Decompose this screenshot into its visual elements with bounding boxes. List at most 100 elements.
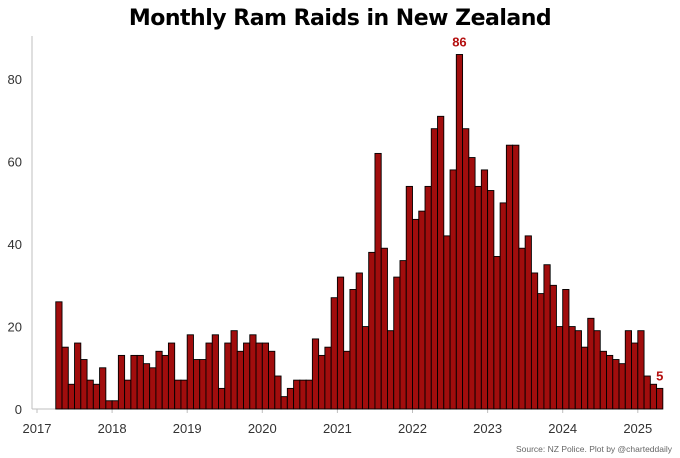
bar bbox=[637, 330, 645, 410]
bar bbox=[480, 169, 489, 410]
bar bbox=[61, 346, 69, 410]
bar bbox=[186, 334, 194, 410]
bar bbox=[86, 379, 94, 410]
bar bbox=[462, 128, 470, 410]
bar bbox=[606, 354, 614, 410]
bar bbox=[455, 54, 464, 410]
bar bbox=[149, 367, 157, 410]
bar bbox=[368, 251, 376, 410]
bar bbox=[399, 260, 407, 410]
bar bbox=[612, 359, 620, 410]
bar bbox=[474, 185, 482, 410]
bar bbox=[161, 354, 169, 410]
bar bbox=[280, 396, 288, 410]
bar bbox=[424, 185, 432, 410]
bar bbox=[487, 190, 495, 410]
bar bbox=[167, 342, 176, 410]
x-tick-label: 2020 bbox=[248, 421, 277, 436]
x-tick-label: 2019 bbox=[173, 421, 202, 436]
bar bbox=[124, 379, 132, 410]
bar bbox=[55, 301, 63, 410]
bar bbox=[255, 342, 263, 410]
bar bbox=[549, 284, 557, 410]
bar bbox=[599, 350, 607, 410]
x-tick-label: 2023 bbox=[473, 421, 502, 436]
bar bbox=[361, 326, 370, 410]
y-tick-label: 0 bbox=[15, 402, 22, 417]
bar bbox=[261, 342, 270, 410]
bar bbox=[581, 346, 589, 410]
bar bbox=[524, 235, 532, 410]
bar bbox=[568, 326, 576, 410]
x-tick-label: 2018 bbox=[98, 421, 127, 436]
bar bbox=[380, 247, 388, 410]
y-tick-label: 40 bbox=[8, 237, 22, 252]
bar bbox=[286, 387, 295, 410]
bar bbox=[449, 169, 457, 410]
bar bbox=[505, 144, 514, 410]
bar bbox=[624, 330, 632, 410]
data-label: 86 bbox=[452, 34, 466, 49]
bar bbox=[180, 379, 188, 410]
bar bbox=[387, 330, 395, 410]
bar bbox=[336, 276, 345, 410]
y-tick-label: 80 bbox=[8, 72, 22, 87]
bar bbox=[211, 334, 219, 410]
bar bbox=[67, 383, 76, 410]
data-label: 5 bbox=[656, 368, 663, 383]
bar bbox=[243, 342, 251, 410]
y-tick-label: 20 bbox=[8, 320, 22, 335]
bar bbox=[318, 354, 326, 410]
bar bbox=[530, 272, 539, 410]
bar bbox=[418, 210, 426, 410]
bar bbox=[193, 359, 201, 410]
bar bbox=[305, 379, 313, 410]
x-tick-label: 2025 bbox=[623, 421, 652, 436]
bar bbox=[230, 330, 238, 410]
bar bbox=[218, 387, 226, 410]
bar bbox=[205, 342, 213, 410]
bar bbox=[74, 342, 82, 410]
bar bbox=[618, 363, 626, 410]
bar bbox=[443, 235, 451, 410]
x-tick-label: 2021 bbox=[323, 421, 352, 436]
bar bbox=[142, 363, 151, 410]
bar bbox=[393, 276, 401, 410]
source-note: Source: NZ Police. Plot by @charteddaily bbox=[515, 444, 672, 454]
bar bbox=[311, 338, 320, 410]
bar bbox=[631, 342, 639, 410]
bar bbox=[405, 185, 413, 410]
bar bbox=[649, 383, 658, 410]
bar bbox=[574, 330, 582, 410]
bar bbox=[199, 359, 207, 410]
bar bbox=[374, 152, 382, 410]
bar bbox=[249, 334, 257, 410]
bar bbox=[80, 359, 88, 410]
bar bbox=[656, 387, 664, 410]
bar bbox=[543, 264, 551, 410]
bar bbox=[537, 293, 545, 410]
bar bbox=[518, 247, 526, 410]
bar bbox=[117, 354, 126, 410]
x-tick-label: 2022 bbox=[398, 421, 427, 436]
bar bbox=[92, 383, 101, 410]
bar bbox=[587, 317, 595, 410]
bar bbox=[412, 218, 420, 410]
bar bbox=[105, 400, 113, 410]
bar bbox=[111, 400, 119, 410]
bar bbox=[299, 379, 307, 410]
y-tick-label: 60 bbox=[8, 155, 22, 170]
bar bbox=[136, 354, 144, 410]
bar bbox=[493, 256, 501, 410]
bar bbox=[330, 297, 338, 410]
bar bbox=[355, 272, 363, 410]
bar bbox=[437, 115, 445, 410]
x-tick-label: 2017 bbox=[23, 421, 52, 436]
x-tick-label: 2024 bbox=[548, 421, 577, 436]
bar bbox=[430, 128, 438, 410]
bar bbox=[512, 144, 520, 410]
bar bbox=[468, 157, 476, 410]
chart-title: Monthly Ram Raids in New Zealand bbox=[128, 6, 552, 31]
bar bbox=[274, 375, 282, 410]
